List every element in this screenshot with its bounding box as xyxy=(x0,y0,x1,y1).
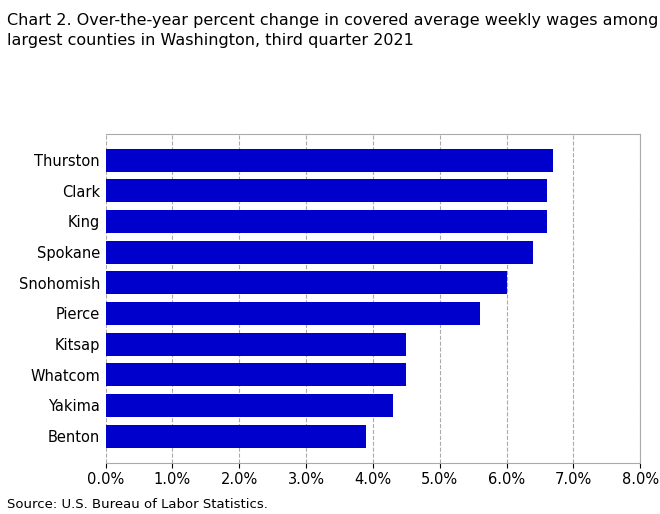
Bar xyxy=(106,363,407,387)
Bar xyxy=(106,425,366,448)
Bar xyxy=(106,179,546,203)
Bar xyxy=(106,333,407,356)
Bar xyxy=(106,302,480,325)
Bar xyxy=(106,241,533,264)
Bar xyxy=(106,394,393,417)
Bar xyxy=(106,271,507,295)
Text: Source: U.S. Bureau of Labor Statistics.: Source: U.S. Bureau of Labor Statistics. xyxy=(7,499,267,511)
Bar xyxy=(106,210,546,233)
Text: Chart 2. Over-the-year percent change in covered average weekly wages among the
: Chart 2. Over-the-year percent change in… xyxy=(7,13,660,48)
Bar xyxy=(106,149,553,172)
